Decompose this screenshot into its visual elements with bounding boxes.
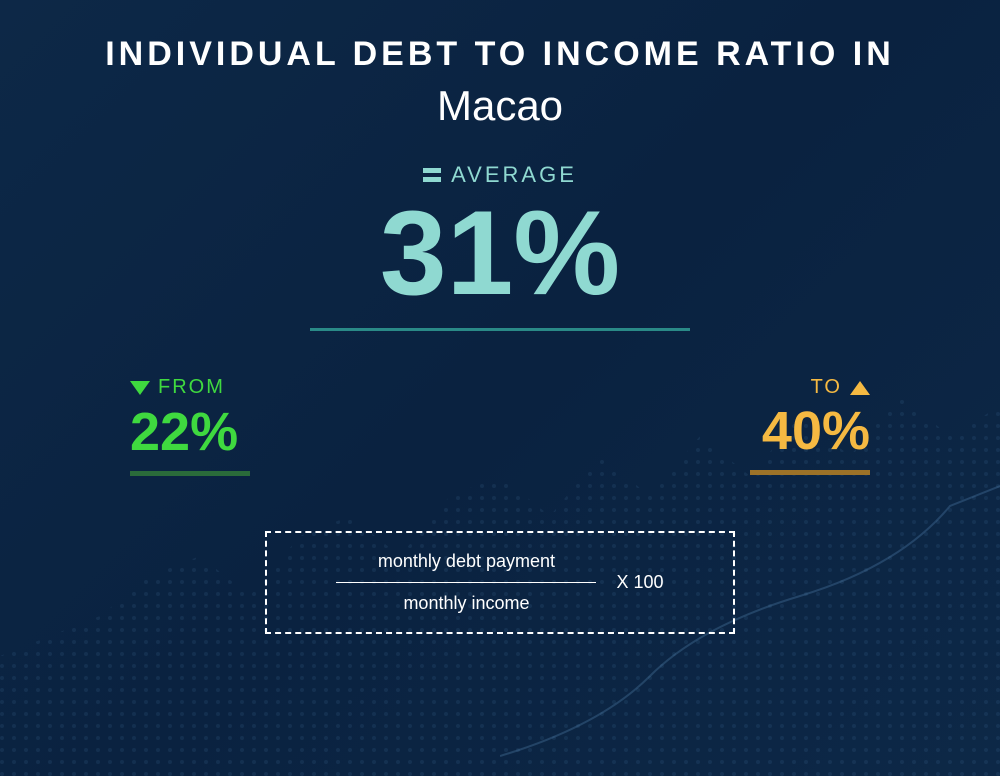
formula-denominator: monthly income (403, 593, 529, 614)
triangle-up-icon (850, 381, 870, 395)
title-line1: INDIVIDUAL DEBT TO INCOME RATIO IN (50, 35, 950, 74)
to-label-row: TO (811, 376, 870, 399)
average-value: 31% (50, 193, 950, 313)
average-section: AVERAGE 31% (50, 160, 950, 331)
average-label: AVERAGE (451, 162, 577, 188)
formula-divider (336, 582, 596, 583)
from-label-row: FROM (130, 376, 225, 399)
from-block: FROM 22% (130, 376, 250, 476)
formula-box: monthly debt payment monthly income X 10… (265, 531, 735, 634)
equals-icon (423, 168, 441, 182)
to-block: TO 40% (750, 376, 870, 476)
from-underline (130, 471, 250, 476)
to-value: 40% (750, 404, 870, 458)
formula-multiplier: X 100 (616, 572, 663, 593)
formula-numerator: monthly debt payment (378, 551, 555, 572)
to-label: TO (811, 376, 842, 399)
triangle-down-icon (130, 381, 150, 395)
formula-fraction: monthly debt payment monthly income (336, 551, 596, 614)
average-label-row: AVERAGE (423, 162, 577, 188)
average-underline (310, 328, 690, 331)
title-line2: Macao (50, 82, 950, 130)
from-value: 22% (130, 405, 250, 459)
from-label: FROM (158, 376, 225, 399)
range-row: FROM 22% TO 40% (50, 376, 950, 476)
infographic-container: INDIVIDUAL DEBT TO INCOME RATIO IN Macao… (0, 0, 1000, 776)
to-underline (750, 470, 870, 475)
